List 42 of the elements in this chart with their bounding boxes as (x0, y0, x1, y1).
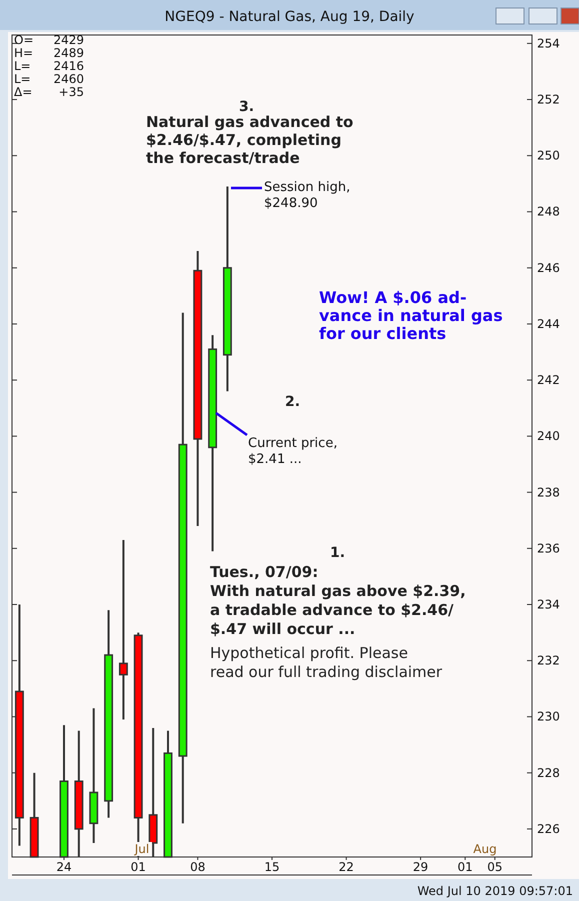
annotation: 1. (330, 545, 346, 561)
y-tick-label: 238 (537, 485, 560, 500)
x-tick-label: 29 (412, 860, 428, 874)
y-tick-label: 250 (537, 148, 560, 163)
y-tick-label: 252 (537, 92, 560, 107)
text: L= 2460 (14, 72, 84, 86)
y-tick-label: 228 (537, 766, 560, 780)
y-tick-label: 248 (537, 204, 560, 219)
annotation: 3. (239, 99, 254, 115)
annotation: Wow! A $.06 ad- vance in natural gas for our clients (319, 288, 503, 343)
x-tick-label: 08 (190, 860, 206, 874)
annotation: Session high, $248.90 (264, 180, 350, 211)
annotation: Current price, $2.41 ... (248, 436, 338, 467)
y-tick-label: 230 (537, 710, 560, 724)
y-tick-label: 244 (537, 316, 560, 331)
text: O= 2429 (14, 33, 84, 47)
annotation: Natural gas advanced to $2.46/$.47, completing the forecast/trade (146, 113, 354, 167)
x-tick-label: 01 (458, 860, 473, 874)
y-tick-label: 240 (537, 429, 560, 444)
y-tick-label: 254 (537, 36, 560, 50)
x-tick-label: 05 (487, 860, 502, 874)
annotation: Hypothetical profit. Please read our full trading disclaimer (210, 644, 443, 681)
y-tick-label: 246 (537, 260, 560, 275)
x-tick-label: 15 (264, 860, 280, 874)
text: H= 2489 (14, 46, 84, 60)
x-tick-label: 24 (56, 860, 72, 874)
annotation: Aug (473, 842, 497, 856)
x-tick-label: 01 (130, 860, 146, 874)
text: L= 2416 (14, 59, 84, 73)
text: Δ= +35 (14, 85, 84, 99)
x-tick-label: 22 (338, 860, 354, 874)
text: Wed Jul 10 2019 09:57:01 (417, 884, 573, 898)
annotation: Tues., 07/09: With natural gas above $2.39, a tradable advance to $2.46/ $.47 will occur ... (210, 563, 466, 638)
y-tick-label: 232 (537, 654, 560, 668)
candlestick (118, 538, 128, 721)
y-tick-label: 226 (537, 822, 560, 836)
chart-title: NGEQ9 - Natural Gas, Aug 19, Daily (164, 9, 414, 25)
y-tick-label: 236 (537, 541, 560, 556)
annotation: Jul (134, 842, 150, 856)
annotation: 2. (285, 394, 300, 410)
y-tick-label: 242 (537, 373, 560, 388)
y-tick-label: 234 (537, 598, 560, 612)
